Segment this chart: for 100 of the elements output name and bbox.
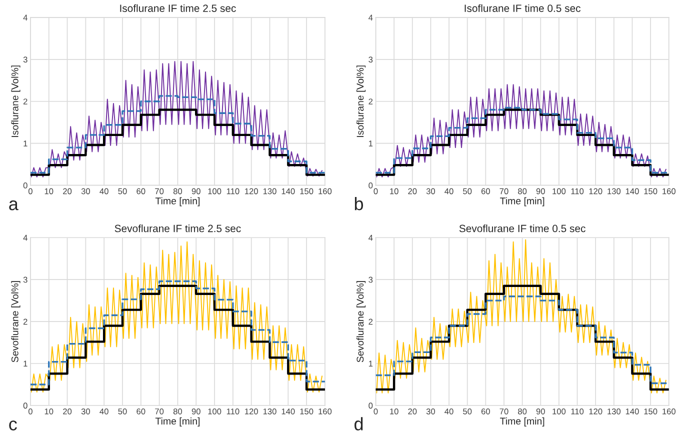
- y-tick-label: 0: [23, 182, 28, 188]
- y-tick-label: 1: [368, 360, 373, 367]
- x-tick-label: 140: [626, 188, 639, 194]
- x-tick-label: 0: [28, 188, 32, 194]
- x-tick-label: 150: [300, 188, 314, 194]
- x-tick-label: 140: [282, 188, 295, 194]
- y-tick-label: 2: [23, 318, 28, 325]
- x-axis-title: Time [min]: [500, 197, 544, 206]
- y-tick-label: 2: [368, 318, 373, 325]
- x-axis-title: Time [min]: [155, 197, 200, 206]
- y-tick-label: 3: [23, 276, 28, 283]
- text: d: [354, 417, 363, 430]
- x-tick-label: 160: [318, 408, 332, 414]
- x-tick-label: 90: [192, 408, 200, 414]
- x-tick-label: 50: [463, 188, 472, 194]
- line-series: [376, 239, 666, 394]
- chart-title: Isoflurane IF time 2.5 sec: [120, 4, 236, 12]
- x-axis-title: Time [min]: [155, 417, 200, 426]
- x-tick-label: 140: [626, 408, 639, 414]
- x-tick-label: 50: [463, 408, 472, 414]
- x-tick-label: 50: [118, 408, 127, 414]
- y-tick-label: 3: [23, 56, 28, 63]
- x-tick-label: 70: [500, 408, 508, 414]
- y-axis-title: Isoflurane [Vol%]: [11, 66, 20, 137]
- x-tick-label: 30: [426, 408, 436, 414]
- x-tick-label: 10: [390, 188, 398, 194]
- x-tick-label: 70: [155, 408, 164, 414]
- x-tick-label: 120: [589, 408, 602, 414]
- x-tick-label: 120: [589, 188, 602, 194]
- line-series: [30, 61, 322, 178]
- x-tick-label: 50: [118, 188, 127, 194]
- y-tick-label: 4: [23, 234, 28, 241]
- x-tick-label: 20: [63, 408, 72, 414]
- x-tick-label: 130: [263, 408, 276, 414]
- x-tick-label: 10: [44, 408, 54, 414]
- x-tick-label: 130: [263, 188, 276, 194]
- y-tick-label: 1: [368, 140, 373, 146]
- x-tick-label: 100: [208, 408, 222, 414]
- text: c: [9, 420, 17, 430]
- x-tick-label: 20: [408, 408, 417, 414]
- y-tick-label: 0: [368, 182, 373, 188]
- x-tick-label: 10: [44, 188, 54, 194]
- x-tick-label: 30: [81, 188, 90, 194]
- y-tick-label: 4: [368, 14, 373, 20]
- y-tick-label: 4: [368, 234, 373, 241]
- x-tick-label: 140: [282, 408, 295, 414]
- x-tick-label: 0: [374, 188, 378, 194]
- x-tick-label: 40: [444, 188, 454, 194]
- y-tick-label: 4: [23, 14, 28, 20]
- chart-title: Isoflurane IF time 0.5 sec: [464, 4, 581, 12]
- x-tick-label: 110: [571, 408, 584, 414]
- x-tick-label: 90: [192, 188, 200, 194]
- y-tick-label: 3: [368, 56, 373, 63]
- x-tick-label: 110: [571, 188, 584, 194]
- x-tick-label: 80: [173, 188, 182, 194]
- chart-title: Sevoflurane IF time 2.5 sec: [114, 224, 241, 232]
- x-tick-label: 30: [81, 408, 90, 414]
- x-tick-label: 70: [155, 188, 164, 194]
- y-axis-title: Isoflurane [Vol%]: [356, 66, 366, 137]
- x-tick-label: 90: [536, 408, 545, 414]
- x-tick-label: 150: [644, 188, 658, 194]
- x-tick-label: 160: [662, 408, 676, 414]
- x-tick-label: 110: [226, 188, 240, 194]
- x-tick-label: 120: [245, 408, 258, 414]
- y-tick-label: 3: [368, 276, 373, 283]
- x-tick-label: 60: [481, 408, 490, 414]
- x-tick-label: 160: [662, 188, 676, 194]
- x-tick-label: 100: [552, 408, 566, 414]
- x-tick-label: 20: [63, 188, 72, 194]
- x-tick-label: 100: [208, 188, 222, 194]
- x-tick-label: 120: [245, 188, 258, 194]
- x-tick-label: 0: [374, 408, 378, 414]
- y-tick-label: 0: [23, 402, 28, 409]
- x-tick-label: 60: [481, 188, 490, 194]
- x-axis-title: Time [min]: [500, 417, 544, 426]
- text: b: [354, 197, 364, 210]
- y-tick-label: 2: [368, 98, 373, 104]
- x-tick-label: 10: [390, 408, 398, 414]
- line-series: [30, 241, 322, 393]
- x-tick-label: 80: [518, 188, 527, 194]
- y-axis-title: Sevoflurane [Vol%]: [11, 281, 20, 362]
- y-axis-title: Sevoflurane [Vol%]: [356, 281, 366, 362]
- x-tick-label: 40: [100, 408, 108, 414]
- x-tick-label: 150: [644, 408, 658, 414]
- x-tick-label: 60: [136, 408, 146, 414]
- x-tick-label: 0: [28, 408, 32, 414]
- x-tick-label: 80: [518, 408, 527, 414]
- x-tick-label: 90: [536, 188, 545, 194]
- line-series: [376, 84, 666, 178]
- x-tick-label: 80: [173, 408, 182, 414]
- x-tick-label: 160: [318, 188, 332, 194]
- x-tick-label: 70: [500, 188, 508, 194]
- x-tick-label: 130: [608, 408, 621, 414]
- x-tick-label: 110: [226, 408, 240, 414]
- chart-title: Sevoflurane IF time 0.5 sec: [459, 224, 586, 232]
- x-tick-label: 150: [300, 408, 314, 414]
- x-tick-label: 40: [444, 408, 454, 414]
- y-tick-label: 1: [24, 360, 28, 367]
- x-tick-label: 40: [100, 188, 108, 194]
- x-tick-label: 100: [552, 188, 566, 194]
